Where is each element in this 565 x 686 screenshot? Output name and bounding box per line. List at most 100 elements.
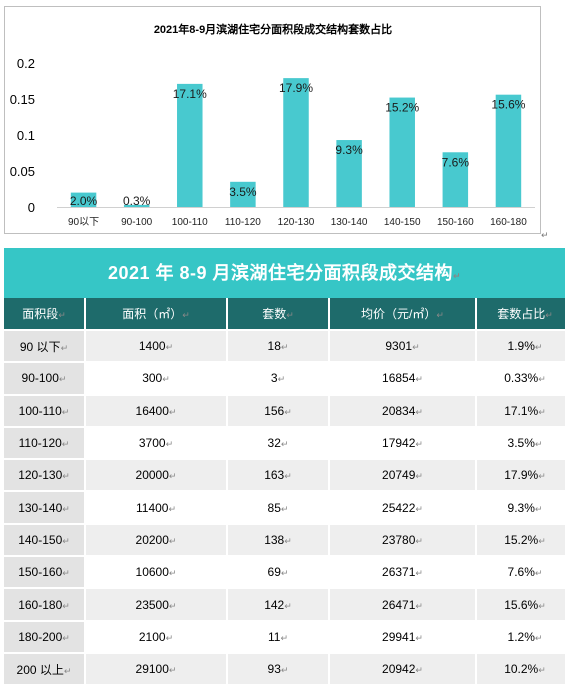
table-cell-value: 3.5% xyxy=(507,436,535,451)
paragraph-mark: ↵ xyxy=(415,503,423,514)
paragraph-mark: ↵ xyxy=(168,406,177,417)
table-header-label: 均价（元/㎡） xyxy=(361,307,437,321)
x-tick-label: 130-140 xyxy=(331,217,368,228)
bar-data-label: 3.5% xyxy=(229,185,257,199)
table-cell: 110-120↵ xyxy=(4,426,86,461)
paragraph-mark: ↵ xyxy=(168,471,177,482)
table-cell: 15.6%↵ xyxy=(476,588,565,622)
paragraph-mark: ↵ xyxy=(62,535,70,546)
table-cell-value: 1.9% xyxy=(507,339,535,354)
paragraph-mark: ↵ xyxy=(168,503,177,514)
bar xyxy=(123,204,150,207)
paragraph-mark: ↵ xyxy=(63,665,72,676)
table-cell-value: 20000 xyxy=(135,468,169,483)
table-cell: 2100↵ xyxy=(85,620,228,654)
table-cell: 29941↵ xyxy=(329,620,477,654)
paragraph-mark: ↵ xyxy=(280,632,288,643)
paragraph-mark: ↵ xyxy=(415,374,423,385)
table-cell-value: 156 xyxy=(264,403,285,418)
table-cell-value: 15.6% xyxy=(504,597,539,612)
y-tick-label: 0.05 xyxy=(10,164,35,179)
table-header-cell: 套数占比↵ xyxy=(476,298,565,331)
chart-panel: 2021年8-9月滨湖住宅分面积段成交结构套数占比 0 0.05 0.1 0.15 0.2… xyxy=(4,6,541,234)
x-tick-label: 90以下 xyxy=(68,217,99,228)
paragraph-mark: ↵ xyxy=(280,439,289,450)
table-cell-value: 20749 xyxy=(382,468,416,483)
bar xyxy=(389,97,415,207)
table-row: 150-160↵ 10600↵ 69↵ 26371↵ 7.6%↵ xyxy=(4,556,565,590)
paragraph-mark: ↵ xyxy=(162,374,170,385)
table-cell-value: 2100 xyxy=(138,629,166,644)
paragraph-mark: ↵ xyxy=(415,439,423,450)
paragraph-mark: ↵ xyxy=(280,568,289,579)
paragraph-mark: ↵ xyxy=(62,568,70,579)
table-cell-value: 29941 xyxy=(382,629,416,644)
paragraph-mark: ↵ xyxy=(62,471,70,482)
table-cell-value: 160-180 xyxy=(18,597,63,612)
table-cell: 100-110↵ xyxy=(4,394,86,428)
table-cell-value: 140-150 xyxy=(18,532,63,547)
paragraph-mark: ↵ xyxy=(534,439,543,450)
table-cell: 140-150↵ xyxy=(4,523,86,558)
bar-data-label: 15.6% xyxy=(491,98,525,112)
x-tick-label: 160-180 xyxy=(490,217,527,228)
paragraph-mark: ↵ xyxy=(415,471,423,482)
paragraph-mark: ↵ xyxy=(534,632,543,643)
paragraph-mark: ↵ xyxy=(534,503,543,514)
table-cell: 142↵ xyxy=(227,588,330,622)
paragraph-mark: ↵ xyxy=(168,600,177,611)
table-cell-value: 26471 xyxy=(382,597,416,612)
bar-data-label: 9.3% xyxy=(335,143,363,157)
table-cell-value: 163 xyxy=(264,468,285,483)
table-cell-value: 17942 xyxy=(382,436,416,451)
table-row: 110-120↵ 3700↵ 32↵ 17942↵ 3.5%↵ xyxy=(4,426,565,461)
bar-data-label: 7.6% xyxy=(442,155,470,169)
table-cell-value: 3700 xyxy=(138,436,166,451)
paragraph-mark: ↵ xyxy=(538,600,546,611)
paragraph-mark: ↵ xyxy=(415,406,423,417)
table-cell-value: 110-120 xyxy=(18,436,62,451)
table-cell-value: 9301 xyxy=(385,339,413,354)
table-cell-value: 120-130 xyxy=(18,468,63,483)
table-cell: 20834↵ xyxy=(329,394,477,428)
table-cell-value: 3 xyxy=(270,371,278,386)
table-row: 90-100↵ 300↵ 3↵ 16854↵ 0.33%↵ xyxy=(4,362,565,396)
area-segment-table: 面积段↵ 面积（㎡）↵ 套数↵ 均价（元/㎡）↵ 套数占比↵ 90 以下↵ 1400↵ 18… xyxy=(4,298,565,686)
paragraph-mark: ↵ xyxy=(280,503,289,514)
table-cell-value: 10.2% xyxy=(504,662,539,677)
table-cell-value: 1400 xyxy=(138,339,166,354)
table-cell: 1400↵ xyxy=(85,330,228,364)
table-cell: 10600↵ xyxy=(85,556,228,590)
table-header-cell: 面积（㎡）↵ xyxy=(85,298,228,331)
paragraph-mark: ↵ xyxy=(168,665,177,676)
table-header-cell: 套数↵ xyxy=(227,298,330,331)
paragraph-mark: ↵ xyxy=(541,230,549,240)
table-header-label: 套数占比 xyxy=(497,307,546,321)
table-cell-value: 20200 xyxy=(135,532,169,547)
x-tick-label: 110-120 xyxy=(225,217,261,228)
bar xyxy=(495,94,522,207)
bar xyxy=(177,83,203,207)
paragraph-mark: ↵ xyxy=(280,342,289,353)
table-cell: 17.1%↵ xyxy=(476,394,565,428)
table-cell: 138↵ xyxy=(227,523,330,558)
table-cell: 163↵ xyxy=(227,459,330,493)
paragraph-mark: ↵ xyxy=(538,406,546,417)
table-cell: 23780↵ xyxy=(329,523,477,558)
table-header-label: 套数 xyxy=(262,307,287,321)
table-cell: 26471↵ xyxy=(329,588,477,622)
table-cell-value: 100-110 xyxy=(18,403,62,418)
paragraph-mark: ↵ xyxy=(62,600,70,611)
table-cell: 29100↵ xyxy=(85,652,228,686)
table-cell: 156↵ xyxy=(227,394,330,428)
table-cell: 90-100↵ xyxy=(4,362,86,396)
table-cell: 3↵ xyxy=(227,362,330,396)
table-cell: 300↵ xyxy=(85,362,228,396)
table-cell-value: 130-140 xyxy=(18,500,63,515)
table-cell: 11400↵ xyxy=(85,491,228,525)
paragraph-mark: ↵ xyxy=(415,600,423,611)
y-tick-label: 0.15 xyxy=(10,92,35,107)
table-cell: 20200↵ xyxy=(85,523,228,558)
table-cell-value: 7.6% xyxy=(507,565,535,580)
table-header-label: 面积（㎡） xyxy=(122,307,183,321)
